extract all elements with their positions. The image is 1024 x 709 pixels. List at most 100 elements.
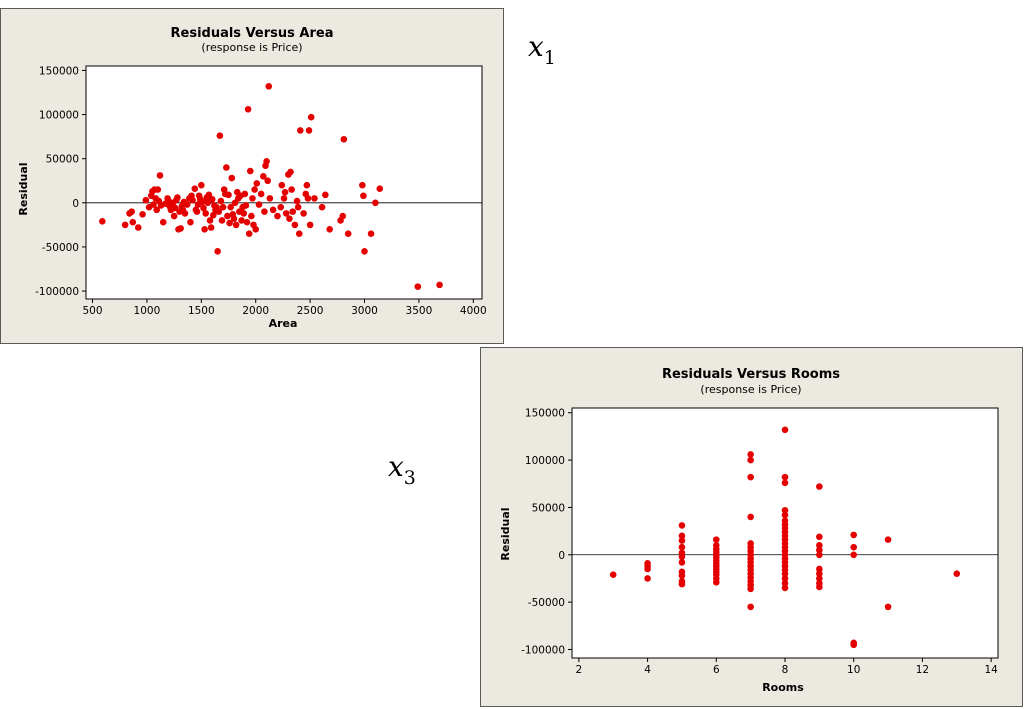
variable-label-x1: x1 — [528, 30, 556, 69]
data-point — [261, 208, 268, 215]
data-point — [816, 546, 823, 554]
x-tick-label: 4 — [644, 664, 651, 676]
data-point — [142, 196, 150, 204]
data-point — [747, 585, 754, 593]
data-point — [246, 167, 254, 175]
data-point — [644, 575, 651, 582]
data-point — [244, 105, 252, 113]
data-point — [242, 202, 250, 209]
x-tick-label: 12 — [916, 664, 929, 676]
data-point — [376, 185, 384, 192]
data-point — [280, 195, 288, 202]
data-point — [304, 195, 312, 202]
x-axis-label: Rooms — [762, 681, 804, 694]
data-point — [953, 570, 961, 578]
x-tick-label: 1500 — [188, 305, 215, 317]
data-point — [255, 201, 263, 208]
x-tick-label: 6 — [713, 664, 720, 676]
data-point — [295, 230, 303, 237]
chart-title: Residuals Versus Area — [171, 26, 334, 41]
data-point — [294, 203, 302, 211]
data-point — [414, 283, 422, 290]
data-point — [228, 174, 236, 182]
y-tick-label: 100000 — [39, 110, 79, 122]
data-point — [183, 201, 191, 208]
data-point — [121, 221, 129, 229]
residuals-vs-area-panel: Residuals Versus Area (response is Price… — [0, 8, 504, 344]
data-point — [208, 195, 216, 203]
data-point — [253, 180, 261, 187]
data-point — [153, 206, 161, 214]
data-point — [344, 230, 352, 237]
data-point — [436, 281, 443, 289]
data-point — [609, 571, 617, 578]
data-point — [219, 203, 227, 211]
data-point — [214, 248, 221, 255]
data-point — [150, 201, 157, 208]
data-point — [781, 479, 789, 487]
data-point — [293, 197, 301, 205]
chart-subtitle: (response is Price) — [201, 41, 302, 54]
data-point — [134, 224, 142, 231]
data-point — [884, 536, 892, 543]
data-point — [781, 506, 789, 514]
data-point — [286, 215, 293, 222]
y-axis-label: Residual — [499, 507, 512, 560]
data-point — [257, 190, 265, 198]
data-point — [128, 208, 135, 215]
data-point — [264, 177, 271, 185]
data-point — [201, 225, 208, 233]
data-point — [252, 225, 260, 233]
data-point — [781, 575, 789, 582]
data-point — [644, 565, 651, 573]
residuals-vs-rooms-panel: Residuals Versus Rooms (response is Pric… — [480, 347, 1023, 707]
data-point — [781, 426, 789, 434]
y-tick-label: 150000 — [525, 408, 565, 420]
data-point — [287, 168, 294, 176]
y-tick-label: 50000 — [46, 154, 79, 166]
data-point — [230, 215, 238, 222]
data-point — [206, 217, 214, 224]
data-point — [326, 225, 333, 233]
data-point — [218, 217, 226, 224]
data-point — [245, 230, 253, 237]
data-point — [816, 570, 823, 578]
variable-label-x3: x3 — [388, 450, 416, 489]
data-point — [816, 583, 823, 591]
data-point — [297, 127, 304, 134]
data-point — [322, 191, 329, 199]
data-point — [251, 186, 258, 193]
data-point — [781, 473, 789, 481]
data-point — [816, 533, 823, 541]
data-point — [816, 575, 823, 582]
data-point — [241, 190, 249, 198]
data-point — [159, 218, 167, 226]
y-tick-label: -50000 — [528, 597, 565, 609]
data-point — [174, 194, 181, 201]
data-point — [311, 195, 318, 202]
x-tick-label: 10 — [847, 664, 860, 676]
data-point — [372, 199, 379, 207]
chart-subtitle: (response is Price) — [700, 383, 801, 396]
data-point — [781, 570, 789, 578]
data-point — [712, 578, 720, 586]
y-tick-label: 100000 — [525, 455, 565, 467]
data-point — [277, 203, 285, 211]
data-point — [187, 218, 194, 226]
data-point — [249, 195, 256, 202]
data-point — [226, 219, 233, 227]
data-point — [318, 203, 326, 211]
data-point — [207, 224, 215, 231]
data-point — [209, 211, 217, 219]
data-point — [240, 210, 248, 217]
data-point — [154, 186, 162, 193]
data-point — [850, 543, 858, 551]
data-point — [884, 603, 892, 611]
y-tick-label: -50000 — [42, 242, 79, 254]
x-tick-label: 14 — [984, 664, 998, 676]
data-point — [340, 135, 348, 143]
data-point — [200, 204, 207, 212]
data-point — [305, 127, 313, 134]
data-point — [156, 172, 164, 179]
y-tick-label: 50000 — [532, 502, 565, 514]
